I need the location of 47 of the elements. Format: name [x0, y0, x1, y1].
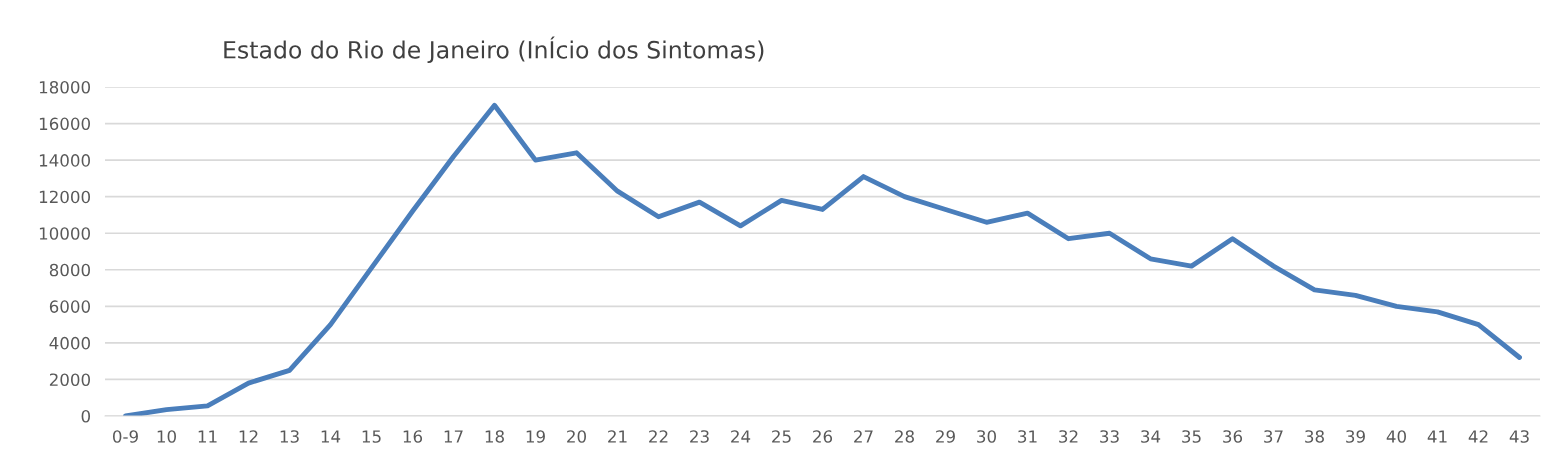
x-tick-label: 31 [1018, 430, 1037, 443]
x-tick-label: 0-9 [112, 430, 138, 443]
x-tick-label: 13 [280, 430, 299, 443]
x-tick-label: 38 [1305, 430, 1324, 443]
x-tick-label: 33 [1100, 430, 1119, 443]
y-tick-label: 0 [81, 409, 90, 423]
x-tick-label: 25 [772, 430, 791, 443]
x-tick-label: 17 [444, 430, 463, 443]
x-tick-label: 14 [321, 430, 341, 443]
x-tick-label: 10 [157, 430, 176, 443]
x-tick-label: 15 [362, 430, 381, 443]
y-tick-label: 10000 [39, 227, 90, 240]
x-tick-label: 41 [1427, 430, 1447, 443]
x-tick-label: 20 [567, 430, 586, 443]
y-tick-label: 12000 [39, 190, 90, 204]
y-tick-label: 16000 [39, 117, 90, 131]
x-tick-label: 35 [1182, 430, 1201, 443]
x-tick-label: 43 [1509, 430, 1529, 443]
x-tick-label: 11 [198, 430, 217, 443]
x-tick-label: 23 [690, 430, 709, 443]
x-tick-label: 29 [936, 430, 955, 443]
x-tick-label: 32 [1059, 430, 1078, 443]
x-tick-label: 27 [854, 430, 873, 443]
chart-title: Estado do Rio de Janeiro (InÍcio dos Sintomas) [224, 36, 764, 64]
x-tick-label: 37 [1264, 430, 1283, 443]
x-tick-label: 40 [1386, 430, 1406, 443]
line-series [123, 102, 1522, 416]
y-tick-label: 2000 [49, 373, 90, 387]
x-tick-label: 12 [239, 430, 258, 443]
x-tick-label: 16 [403, 430, 423, 443]
y-tick-label: 18000 [39, 80, 90, 94]
x-tick-label: 26 [813, 430, 833, 443]
y-tick-label: 14000 [39, 154, 90, 167]
x-tick-label: 34 [1141, 430, 1161, 443]
y-tick-label: 8000 [49, 263, 90, 277]
x-tick-label: 24 [731, 430, 751, 443]
x-tick-label: 28 [895, 430, 914, 443]
x-tick-label: 22 [649, 430, 668, 443]
x-tick-label: 18 [485, 430, 504, 443]
x-tick-label: 19 [526, 430, 545, 443]
x-tick-label: 39 [1346, 430, 1365, 443]
x-tick-label: 42 [1468, 430, 1488, 443]
x-tick-label: 21 [608, 430, 627, 443]
y-tick-label: 4000 [49, 336, 90, 350]
x-tick-label: 30 [977, 430, 996, 443]
y-tick-label: 6000 [49, 300, 90, 313]
x-tick-label: 36 [1223, 430, 1243, 443]
